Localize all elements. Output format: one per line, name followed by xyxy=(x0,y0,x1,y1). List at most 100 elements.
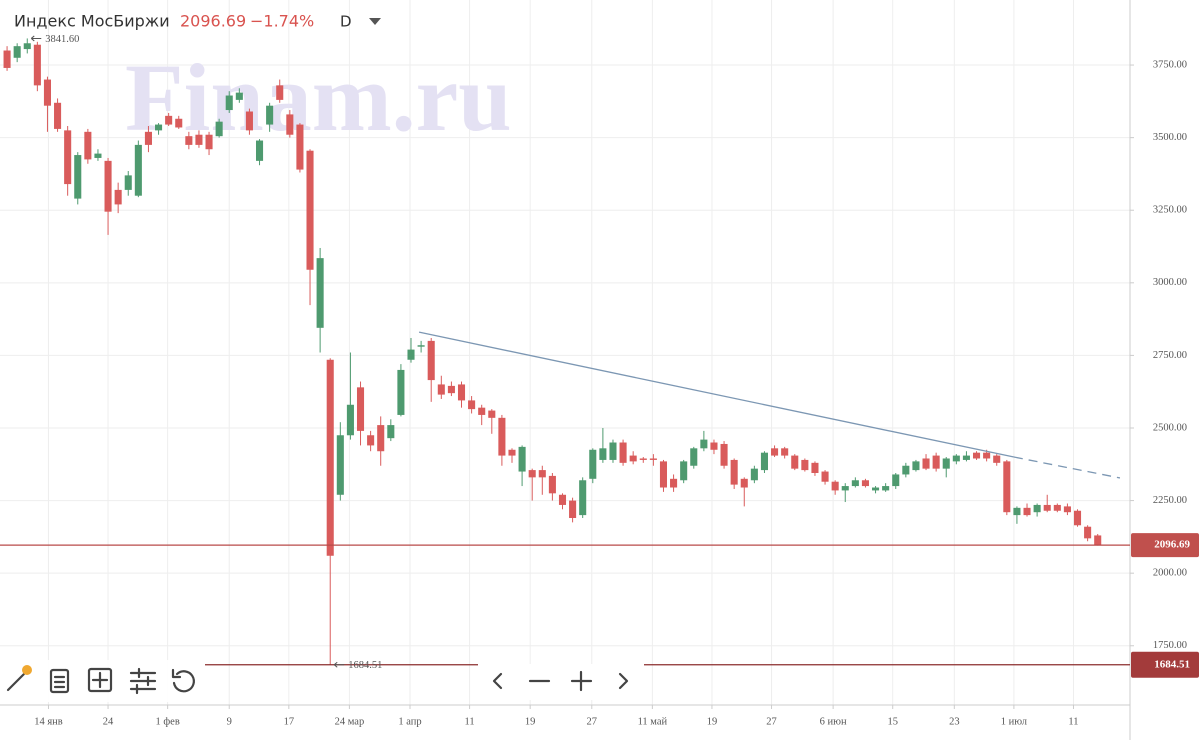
candle-body xyxy=(377,425,385,452)
candle-body xyxy=(296,124,304,170)
candle-body xyxy=(872,487,880,491)
candle-body xyxy=(680,461,688,481)
candle-body xyxy=(659,461,668,488)
zoom-in-button[interactable] xyxy=(570,670,593,692)
x-tick-label: 1 фев xyxy=(155,716,179,727)
y-tick-label: 2750.00 xyxy=(1153,350,1187,361)
candle-body xyxy=(326,359,334,556)
x-tick-label: 19 xyxy=(707,716,718,727)
candle-body xyxy=(468,400,476,410)
list-button[interactable] xyxy=(49,668,70,694)
x-tick-label: 27 xyxy=(766,716,777,727)
navigation-bg xyxy=(478,664,644,700)
candle-body xyxy=(114,189,122,205)
candle-body xyxy=(1033,504,1041,513)
x-tick-label: 11 xyxy=(1068,716,1078,727)
candle-body xyxy=(821,471,829,482)
candle-body xyxy=(387,425,395,439)
candle-body xyxy=(720,443,728,466)
candle-body xyxy=(306,150,314,270)
draw-tool-button[interactable] xyxy=(6,665,32,692)
candle-body xyxy=(730,459,738,485)
x-tick-label: 19 xyxy=(525,716,536,727)
candle-body xyxy=(3,50,11,68)
add-indicator-button[interactable] xyxy=(87,667,113,693)
candle-body xyxy=(1013,507,1021,516)
candle-body xyxy=(983,452,991,459)
candle-body xyxy=(336,435,344,495)
candle-body xyxy=(175,118,183,128)
interval-dropdown[interactable] xyxy=(369,18,381,25)
candle-body xyxy=(972,452,981,459)
candle-body xyxy=(902,465,910,475)
header-change: −1.74% xyxy=(250,12,314,31)
candle-body xyxy=(831,481,839,491)
candle-body xyxy=(498,417,506,456)
interval[interactable]: D xyxy=(340,13,352,31)
candle-body xyxy=(356,387,365,431)
candle-body xyxy=(64,130,72,185)
candle-body xyxy=(639,458,647,460)
settings-button[interactable] xyxy=(129,667,157,695)
candle-body xyxy=(670,478,678,488)
x-tick-label: 11 май xyxy=(638,716,668,727)
drawing-toolbar xyxy=(0,660,205,702)
candle-body xyxy=(1023,507,1031,516)
candle-body xyxy=(932,455,940,469)
candle-body xyxy=(144,131,152,145)
candle-body xyxy=(569,500,577,519)
watermark: Finam.ru xyxy=(125,44,512,151)
x-tick-label: 15 xyxy=(887,716,898,727)
candle-body xyxy=(225,95,233,111)
candle-body xyxy=(801,459,809,471)
candle-body xyxy=(1063,506,1071,513)
candle-body xyxy=(417,345,425,347)
price-label: 2096.69 xyxy=(1154,539,1190,551)
undo-button[interactable] xyxy=(171,668,195,693)
candle-body xyxy=(791,455,799,469)
candle-body xyxy=(841,486,849,491)
candle-body xyxy=(912,461,920,471)
candle-body xyxy=(316,258,324,328)
candle-body xyxy=(367,435,375,446)
candle-body xyxy=(771,448,779,456)
candle-body xyxy=(1073,510,1082,526)
candle-body xyxy=(74,155,82,199)
candle-body xyxy=(124,175,132,190)
candle-body xyxy=(266,105,274,125)
y-tick-label: 2000.00 xyxy=(1153,568,1187,579)
candle-body xyxy=(437,384,445,395)
candle-body xyxy=(629,455,637,462)
y-tick-label: 1750.00 xyxy=(1153,640,1187,651)
candle-body xyxy=(558,494,567,505)
candle-body xyxy=(54,102,62,129)
scroll-right-button[interactable] xyxy=(618,672,629,690)
candle-body xyxy=(276,85,284,100)
x-tick-label: 9 xyxy=(227,716,232,727)
y-tick-label: 2500.00 xyxy=(1153,422,1187,433)
scroll-left-button[interactable] xyxy=(492,672,503,690)
candle-body xyxy=(861,480,869,487)
candle-body xyxy=(892,474,900,487)
candle-body xyxy=(599,448,607,460)
candle-body xyxy=(215,121,223,137)
trendline-extension xyxy=(1013,456,1121,479)
candle-body xyxy=(134,144,142,196)
candle-body xyxy=(750,468,758,481)
candle-body xyxy=(195,134,203,145)
low-label-bg xyxy=(1131,651,1199,678)
candle-body xyxy=(760,452,768,471)
candle-body xyxy=(518,446,526,472)
candle-body xyxy=(286,114,294,135)
candle-body xyxy=(407,349,415,360)
y-tick-label: 3750.00 xyxy=(1153,59,1187,70)
candle-body xyxy=(1043,504,1051,511)
candle-body xyxy=(548,475,556,494)
y-tick-label: 3000.00 xyxy=(1153,277,1187,288)
candle-body xyxy=(346,404,354,436)
instrument-title: Индекс МосБиржи xyxy=(14,12,170,31)
candle-body xyxy=(235,92,243,100)
candle-body xyxy=(851,480,859,487)
x-tick-label: 6 июн xyxy=(820,716,847,727)
